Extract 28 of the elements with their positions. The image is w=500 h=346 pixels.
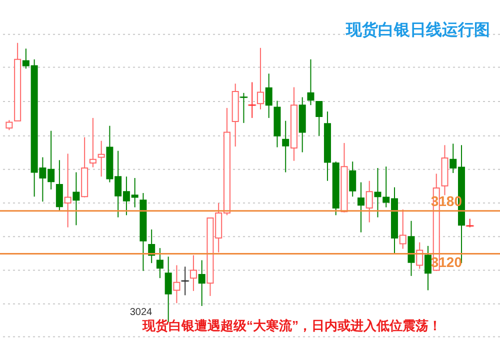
candlestick [190, 254, 197, 292]
candlestick [240, 92, 248, 124]
candlestick [349, 161, 356, 198]
annotation: 3024 [130, 307, 153, 318]
candlestick [248, 82, 256, 118]
annotation: 现货白银遭遇超级“大寒流”，日内或进入低位震荡！ [142, 318, 442, 333]
candlestick [416, 242, 424, 270]
candlestick [366, 180, 373, 223]
candlestick [265, 73, 272, 118]
candlestick [89, 117, 96, 168]
candlestick [72, 172, 80, 226]
candlestick [399, 208, 406, 250]
candlestick [357, 182, 364, 233]
candlestick [98, 140, 105, 178]
candlestick [282, 120, 290, 173]
candlestick [173, 264, 180, 304]
candlestick [307, 58, 314, 106]
candlestick [256, 47, 264, 110]
candlestick [198, 260, 206, 306]
candlestick [316, 101, 323, 136]
candlestick [181, 266, 190, 296]
candlestick [156, 248, 164, 279]
candlestick [64, 153, 72, 228]
text: 现货白银日线运行图 [345, 21, 490, 39]
candlestick [424, 245, 432, 291]
candlestick [374, 167, 382, 218]
candlestick [56, 160, 63, 212]
candlestick [6, 120, 13, 131]
